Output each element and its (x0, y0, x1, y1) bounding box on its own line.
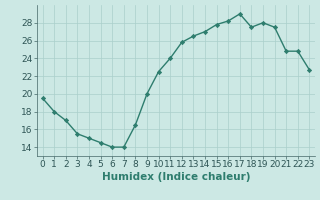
X-axis label: Humidex (Indice chaleur): Humidex (Indice chaleur) (102, 172, 250, 182)
